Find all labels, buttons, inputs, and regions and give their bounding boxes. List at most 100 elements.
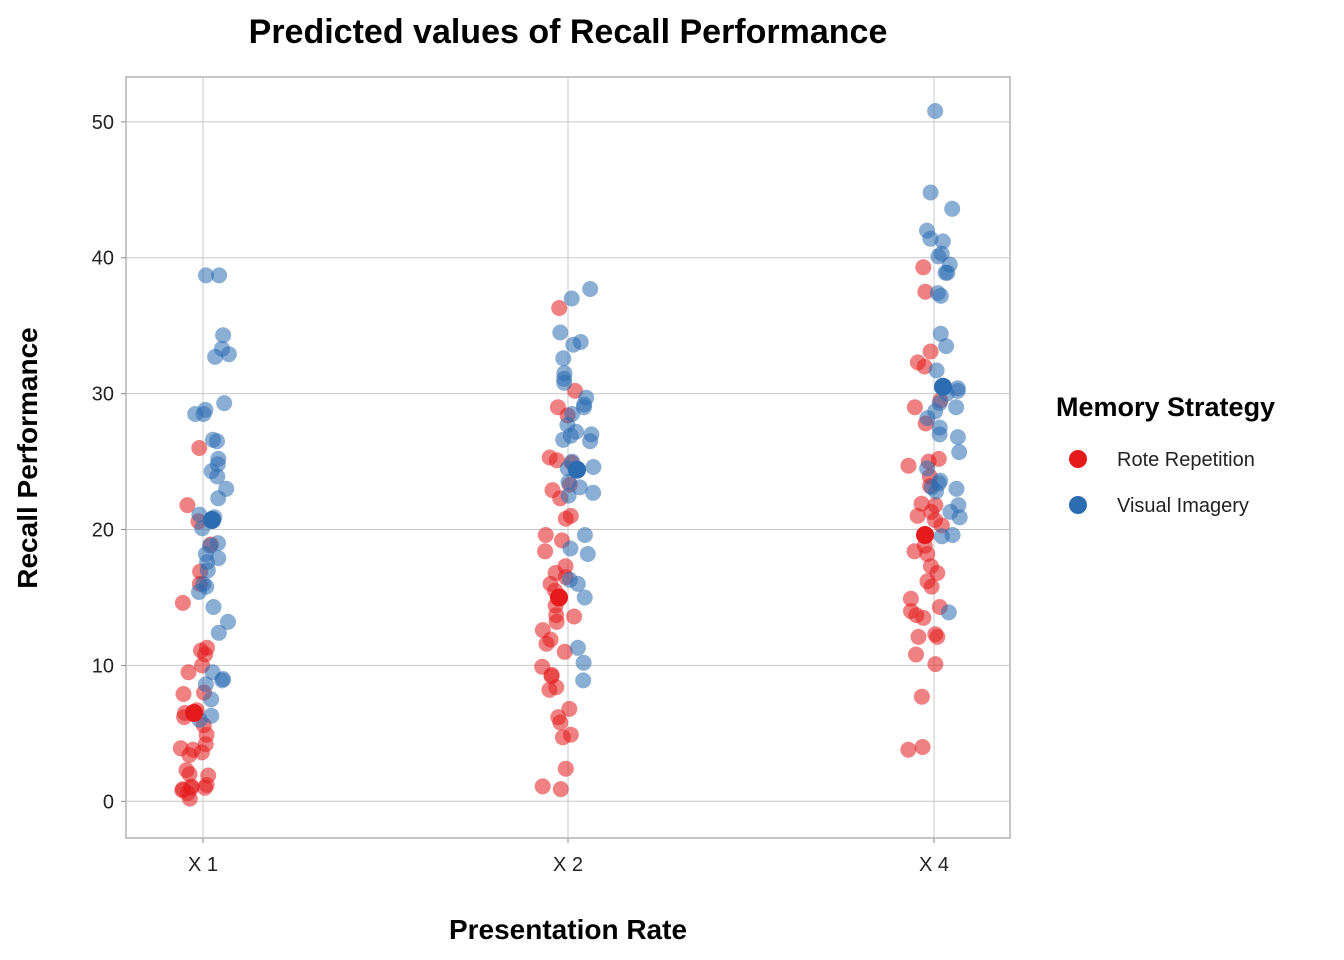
y-tick-label: 50 — [92, 112, 114, 134]
observed-point-rote-repetition — [913, 688, 930, 705]
observed-point-visual-imagery — [220, 346, 237, 363]
observed-point-visual-imagery — [948, 480, 965, 497]
observed-point-rote-repetition — [556, 643, 573, 660]
observed-point-rote-repetition — [181, 766, 198, 783]
observed-point-rote-repetition — [554, 729, 571, 746]
predicted-point-visual-imagery — [568, 460, 586, 479]
observed-point-visual-imagery — [203, 691, 220, 708]
observed-point-rote-repetition — [908, 646, 924, 663]
observed-point-visual-imagery — [199, 562, 216, 579]
observed-point-visual-imagery — [932, 287, 949, 304]
observed-point-visual-imagery — [571, 479, 588, 496]
observed-point-rote-repetition — [566, 608, 583, 625]
observed-point-visual-imagery — [949, 429, 966, 446]
y-tick-label: 40 — [92, 248, 114, 270]
observed-point-visual-imagery — [215, 327, 232, 344]
observed-point-visual-imagery — [575, 399, 592, 416]
observed-point-visual-imagery — [552, 324, 569, 341]
x-tick-label: X 4 — [919, 854, 949, 876]
observed-point-visual-imagery — [214, 672, 231, 689]
observed-point-rote-repetition — [196, 779, 213, 796]
observed-point-visual-imagery — [562, 540, 579, 557]
observed-point-visual-imagery — [927, 103, 944, 119]
observed-point-rote-repetition — [917, 283, 934, 300]
observed-point-visual-imagery — [948, 399, 965, 416]
observed-point-visual-imagery — [582, 281, 599, 297]
observed-point-rote-repetition — [927, 656, 944, 673]
observed-point-visual-imagery — [207, 348, 224, 365]
observed-point-rote-repetition — [552, 714, 569, 731]
observed-point-visual-imagery — [210, 624, 227, 641]
observed-point-rote-repetition — [541, 681, 558, 698]
observed-point-rote-repetition — [929, 628, 946, 645]
observed-point-rote-repetition — [923, 578, 940, 595]
observed-point-visual-imagery — [197, 676, 214, 693]
observed-point-visual-imagery — [560, 487, 577, 504]
observed-point-visual-imagery — [951, 509, 968, 526]
legend-marker-visual-imagery — [1069, 496, 1087, 514]
observed-point-rote-repetition — [181, 790, 198, 807]
observed-point-visual-imagery — [928, 362, 945, 379]
observed-point-rote-repetition — [551, 300, 568, 316]
observed-point-visual-imagery — [933, 528, 950, 545]
observed-point-rote-repetition — [557, 510, 574, 527]
y-axis-title: Recall Performance — [12, 327, 43, 588]
observed-point-visual-imagery — [922, 184, 939, 201]
legend-label-rote-repetition: Rote Repetition — [1117, 449, 1255, 471]
observed-point-visual-imagery — [919, 460, 936, 477]
axes: 0 10 20 30 40 50 X 1 X 2 X 4 — [92, 112, 949, 876]
observed-point-visual-imagery — [585, 484, 602, 501]
observed-point-rote-repetition — [175, 686, 192, 702]
observed-point-visual-imagery — [565, 336, 582, 353]
observed-point-rote-repetition — [557, 760, 574, 777]
observed-point-visual-imagery — [934, 233, 951, 250]
observed-point-rote-repetition — [174, 594, 191, 611]
observed-point-rote-repetition — [915, 259, 932, 276]
observed-point-rote-repetition — [910, 628, 927, 645]
predicted-point-rote-repetition — [550, 588, 568, 607]
chart-title: Predicted values of Recall Performance — [249, 13, 888, 51]
observed-point-visual-imagery — [569, 639, 586, 656]
observed-point-visual-imagery — [195, 406, 212, 422]
observed-point-rote-repetition — [906, 543, 923, 560]
y-tick-label: 30 — [92, 384, 114, 406]
x-tick-label: X 2 — [553, 854, 583, 876]
observed-point-rote-repetition — [179, 497, 196, 514]
predicted-point-rote-repetition — [916, 526, 934, 544]
observed-point-visual-imagery — [937, 264, 954, 281]
observed-point-rote-repetition — [548, 452, 565, 469]
observed-point-visual-imagery — [940, 604, 957, 621]
observed-point-rote-repetition — [900, 741, 917, 758]
legend-label-visual-imagery: Visual Imagery — [1117, 495, 1249, 517]
observed-point-rote-repetition — [537, 527, 554, 543]
observed-point-visual-imagery — [930, 248, 947, 265]
observed-point-visual-imagery — [928, 483, 944, 500]
observed-point-visual-imagery — [579, 546, 596, 562]
observed-point-visual-imagery — [576, 589, 593, 606]
observed-point-rote-repetition — [922, 343, 939, 360]
observed-point-rote-repetition — [906, 399, 923, 416]
observed-point-visual-imagery — [209, 468, 226, 485]
observed-point-visual-imagery — [951, 444, 968, 461]
observed-point-rote-repetition — [919, 546, 936, 562]
observed-point-rote-repetition — [900, 457, 917, 474]
x-axis-title: Presentation Rate — [449, 914, 687, 945]
observed-point-visual-imagery — [569, 575, 586, 592]
y-tick-label: 0 — [103, 791, 114, 813]
observed-point-visual-imagery — [220, 613, 236, 630]
legend: Memory Strategy Rote Repetition Visual I… — [1056, 392, 1275, 517]
observed-point-visual-imagery — [576, 527, 593, 543]
observed-point-visual-imagery — [191, 584, 207, 600]
observed-point-rote-repetition — [909, 507, 926, 524]
observed-point-rote-repetition — [191, 440, 208, 456]
observed-point-rote-repetition — [902, 590, 919, 607]
observed-point-rote-repetition — [538, 635, 555, 652]
observed-point-visual-imagery — [575, 672, 592, 689]
observed-point-visual-imagery — [555, 350, 572, 367]
observed-point-rote-repetition — [548, 613, 565, 630]
observed-point-visual-imagery — [216, 395, 233, 412]
legend-title: Memory Strategy — [1056, 392, 1275, 422]
observed-point-visual-imagery — [555, 431, 572, 448]
observed-point-visual-imagery — [205, 599, 222, 615]
